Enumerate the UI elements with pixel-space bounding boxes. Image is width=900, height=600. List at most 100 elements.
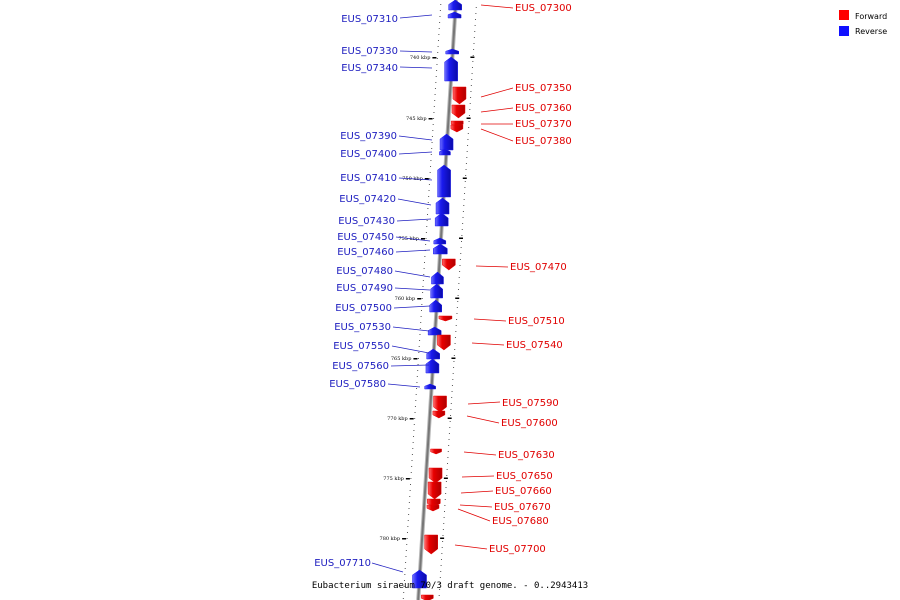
gene-label[interactable]: EUS_07390 [340, 131, 397, 142]
guide-dot [411, 466, 413, 467]
gene-label[interactable]: EUS_07400 [340, 149, 397, 160]
gene-label[interactable]: EUS_07330 [341, 46, 398, 57]
gene-EUS_07710[interactable] [412, 569, 427, 589]
gene-label[interactable]: EUS_07530 [334, 322, 391, 333]
gene-EUS_07430[interactable] [434, 212, 449, 227]
gene-EUS_07560[interactable] [425, 358, 440, 374]
gene-label[interactable]: EUS_07650 [496, 471, 553, 482]
gene-EUS_07450[interactable] [433, 237, 447, 245]
gene-EUS_07580[interactable] [424, 383, 436, 390]
gene-label[interactable]: EUS_07380 [515, 136, 572, 147]
gene-label[interactable]: EUS_07430 [338, 216, 395, 227]
gene-label[interactable]: EUS_07510 [508, 316, 565, 327]
gene-label[interactable]: EUS_07300 [515, 3, 572, 14]
gene-EUS_07480[interactable] [431, 271, 444, 285]
leader-line [459, 504, 493, 508]
guide-dot [430, 166, 432, 167]
gene-EUS_07600[interactable] [432, 410, 446, 419]
gene-label[interactable]: EUS_07470 [510, 262, 567, 273]
gene-unlabeled[interactable] [421, 594, 434, 600]
gene-label[interactable]: EUS_07590 [502, 398, 559, 409]
gene-EUS_07630[interactable] [430, 448, 442, 455]
gene-EUS_07650[interactable] [428, 467, 443, 484]
gene-EUS_07660[interactable] [427, 481, 442, 500]
leader-line [398, 135, 433, 141]
genome-backbone [416, 0, 458, 600]
genome-caption: Eubacterium siraeum 70/3 draft genome. -… [312, 581, 588, 591]
gene-label[interactable]: EUS_07460 [337, 247, 394, 258]
guide-dot [436, 58, 438, 59]
guide-dot [420, 316, 422, 317]
guide-dot [440, 559, 442, 560]
gene-label[interactable]: EUS_07410 [340, 173, 397, 184]
guide-dot [450, 403, 452, 404]
gene-label[interactable]: EUS_07600 [501, 418, 558, 429]
gene-unlabeled[interactable] [448, 0, 462, 11]
gene-EUS_07310[interactable] [447, 11, 462, 19]
guide-dot [431, 136, 433, 137]
guide-dot [411, 460, 413, 461]
guide-dot [420, 310, 422, 311]
gene-EUS_07390[interactable] [439, 133, 454, 151]
gene-EUS_07420[interactable] [435, 197, 450, 215]
gene-EUS_07410[interactable] [437, 164, 451, 198]
gene-label[interactable]: EUS_07660 [495, 486, 552, 497]
guide-dot [431, 142, 433, 143]
leader-line [480, 128, 514, 142]
tick-mark [424, 178, 429, 180]
gene-EUS_07550[interactable] [426, 348, 440, 360]
guide-dot [436, 64, 438, 65]
gene-label[interactable]: EUS_07710 [314, 558, 371, 569]
gene-EUS_07350[interactable] [452, 86, 467, 105]
leader-line [395, 249, 431, 253]
guide-dot [468, 121, 470, 122]
guide-dot [458, 283, 460, 284]
gene-EUS_07400[interactable] [439, 148, 451, 156]
gene-label[interactable]: EUS_07630 [498, 450, 555, 461]
gene-label[interactable]: EUS_07680 [492, 516, 549, 527]
gene-EUS_07330[interactable] [445, 48, 460, 55]
gene-EUS_07700[interactable] [424, 534, 438, 555]
guide-dot [429, 178, 431, 179]
gene-label[interactable]: EUS_07370 [515, 119, 572, 130]
gene-EUS_07540[interactable] [437, 334, 451, 351]
gene-label[interactable]: EUS_07560 [332, 361, 389, 372]
guide-dot [435, 76, 437, 77]
gene-EUS_07470[interactable] [442, 258, 456, 271]
gene-label[interactable]: EUS_07340 [341, 63, 398, 74]
gene-label[interactable]: EUS_07480 [336, 266, 393, 277]
gene-EUS_07490[interactable] [430, 283, 443, 299]
gene-EUS_07380[interactable] [450, 124, 464, 133]
gene-EUS_07530[interactable] [427, 326, 442, 336]
gene-label[interactable]: EUS_07580 [329, 379, 386, 390]
gene-label[interactable]: EUS_07450 [337, 232, 394, 243]
gene-EUS_07460[interactable] [433, 243, 448, 255]
gene-EUS_07590[interactable] [433, 395, 447, 413]
gene-label[interactable]: EUS_07310 [341, 14, 398, 25]
gene-label[interactable]: EUS_07540 [506, 340, 563, 351]
gene-labels: EUS_07310 EUS_07330 EUS_07340 EUS_07390 EUS_… [314, 3, 572, 573]
tick-mark [455, 297, 460, 299]
gene-EUS_07510[interactable] [438, 315, 453, 322]
leader-line [473, 318, 507, 322]
gene-EUS_07360[interactable] [451, 104, 466, 119]
gene-label[interactable]: EUS_07490 [336, 283, 393, 294]
gene-EUS_07680[interactable] [426, 504, 440, 512]
guide-dot [443, 517, 445, 518]
legend: Forward Reverse [839, 10, 887, 36]
guide-dot [456, 313, 458, 314]
gene-EUS_07500[interactable] [429, 299, 442, 313]
guide-dot [439, 589, 441, 590]
gene-label[interactable]: EUS_07360 [515, 103, 572, 114]
gene-label[interactable]: EUS_07500 [335, 303, 392, 314]
gene-EUS_07340[interactable] [444, 56, 458, 82]
gene-label[interactable]: EUS_07550 [333, 341, 390, 352]
gene-label[interactable]: EUS_07700 [489, 544, 546, 555]
gene-label[interactable]: EUS_07420 [339, 194, 396, 205]
gene-label[interactable]: EUS_07350 [515, 83, 572, 94]
guide-dot [420, 322, 422, 323]
tick-mark [447, 417, 452, 419]
gene-label[interactable]: EUS_07670 [494, 502, 551, 513]
guide-dot [471, 79, 473, 80]
guide-dot [422, 286, 424, 287]
